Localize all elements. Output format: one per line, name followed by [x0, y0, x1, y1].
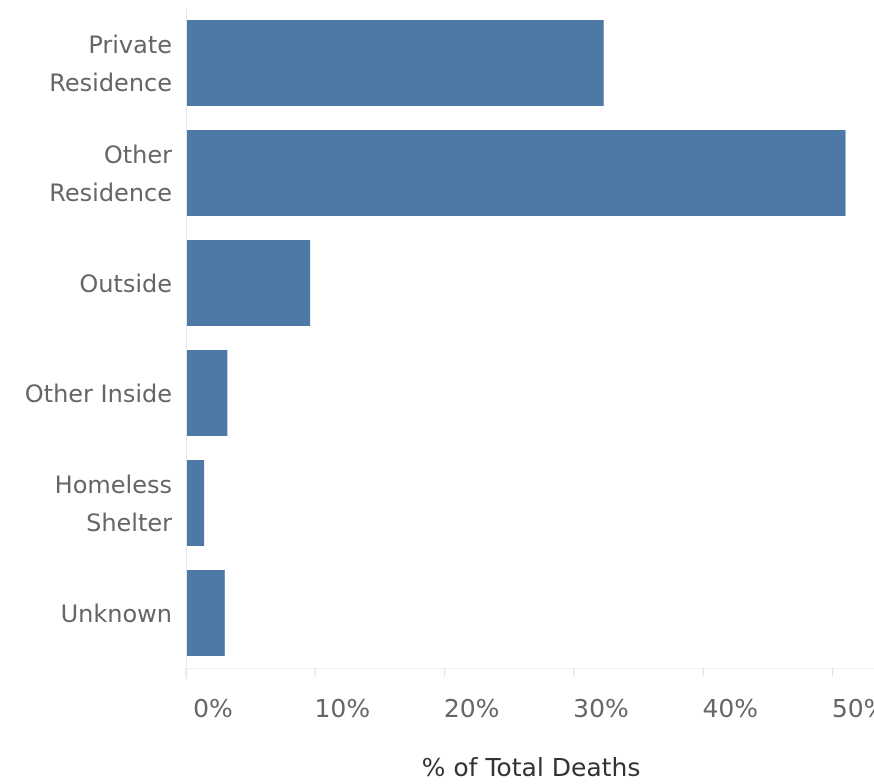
x-tick-label: 30% — [573, 694, 629, 723]
category-labels: Private Residence Other Residence Outside Oth… — [25, 31, 172, 628]
x-tick-label: 10% — [315, 694, 371, 723]
category-label: Unknown — [61, 600, 172, 628]
bar — [187, 130, 846, 216]
category-label: Residence — [49, 179, 172, 207]
x-tick-label: 0% — [193, 694, 233, 723]
bar — [187, 350, 228, 436]
category-label: Homeless — [55, 471, 172, 499]
category-label: Other Inside — [25, 380, 172, 408]
bar — [187, 570, 225, 656]
x-axis-title: % of Total Deaths — [422, 753, 641, 782]
x-tick-label: 40% — [703, 694, 759, 723]
category-label: Private — [88, 31, 172, 59]
bars — [187, 20, 846, 656]
bar — [187, 240, 311, 326]
bar — [187, 460, 205, 546]
bar — [187, 20, 604, 106]
category-label: Shelter — [86, 509, 172, 537]
category-label: Residence — [49, 69, 172, 97]
category-label: Other — [104, 141, 172, 169]
category-label: Outside — [79, 270, 172, 298]
x-tick-label: 20% — [444, 694, 500, 723]
x-axis-ticks: 0% 10% 20% 30% 40% 50% — [185, 668, 874, 723]
x-tick-label: 50% — [832, 694, 874, 723]
